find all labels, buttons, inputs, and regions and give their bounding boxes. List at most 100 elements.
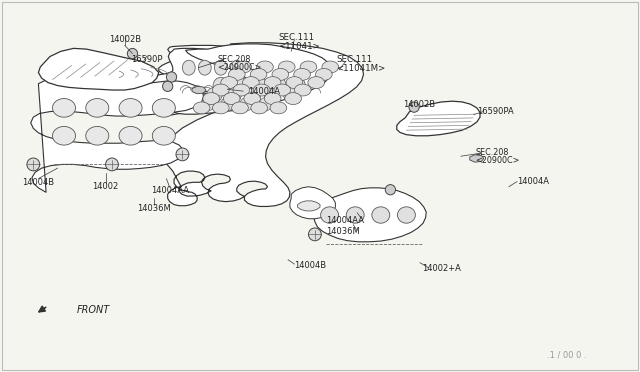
Text: 14004B: 14004B	[294, 261, 326, 270]
Polygon shape	[290, 187, 335, 219]
Ellipse shape	[285, 93, 301, 105]
Ellipse shape	[119, 99, 142, 117]
Circle shape	[127, 48, 138, 59]
Ellipse shape	[274, 84, 291, 96]
Text: SEC.208: SEC.208	[218, 55, 251, 64]
Ellipse shape	[321, 207, 339, 223]
Text: 14002+A: 14002+A	[422, 264, 461, 273]
Ellipse shape	[152, 99, 175, 117]
Text: 14004B: 14004B	[22, 178, 54, 187]
Ellipse shape	[240, 97, 253, 111]
Polygon shape	[314, 188, 426, 242]
Text: FRONT: FRONT	[77, 305, 110, 315]
Ellipse shape	[259, 97, 272, 111]
Text: 14004AA: 14004AA	[326, 216, 364, 225]
Circle shape	[106, 158, 118, 171]
Text: 14002B: 14002B	[109, 35, 141, 44]
Ellipse shape	[226, 87, 241, 102]
Ellipse shape	[223, 93, 240, 105]
Polygon shape	[192, 86, 206, 94]
Ellipse shape	[152, 126, 175, 145]
Polygon shape	[38, 48, 159, 90]
Ellipse shape	[213, 77, 228, 94]
Ellipse shape	[198, 60, 211, 75]
Ellipse shape	[397, 207, 415, 223]
Ellipse shape	[253, 84, 270, 96]
Ellipse shape	[193, 102, 210, 114]
Ellipse shape	[322, 61, 339, 73]
Ellipse shape	[203, 93, 220, 105]
Ellipse shape	[52, 126, 76, 145]
Polygon shape	[163, 43, 364, 206]
Ellipse shape	[300, 61, 317, 73]
Ellipse shape	[264, 87, 280, 102]
Ellipse shape	[244, 93, 260, 105]
Ellipse shape	[372, 207, 390, 223]
Ellipse shape	[278, 61, 295, 73]
Circle shape	[27, 158, 40, 171]
Text: <20900C>: <20900C>	[476, 156, 520, 165]
Text: .1 / 00 0 .: .1 / 00 0 .	[547, 351, 587, 360]
Polygon shape	[156, 45, 291, 116]
Ellipse shape	[212, 102, 229, 114]
Polygon shape	[168, 44, 332, 114]
Text: 14002: 14002	[92, 182, 119, 191]
Text: <11041>: <11041>	[278, 42, 320, 51]
Ellipse shape	[230, 60, 243, 75]
Ellipse shape	[250, 68, 267, 80]
Ellipse shape	[294, 68, 310, 80]
Text: 14004A: 14004A	[248, 87, 280, 96]
Circle shape	[385, 185, 396, 195]
Circle shape	[166, 72, 177, 82]
Ellipse shape	[294, 84, 311, 96]
Ellipse shape	[207, 87, 222, 102]
Text: <11041M>: <11041M>	[336, 64, 385, 73]
Circle shape	[308, 228, 321, 241]
Ellipse shape	[257, 61, 273, 73]
Polygon shape	[146, 48, 258, 94]
Ellipse shape	[221, 77, 237, 89]
Ellipse shape	[214, 60, 227, 75]
Ellipse shape	[86, 126, 109, 145]
Ellipse shape	[235, 61, 252, 73]
Text: 14004AA: 14004AA	[150, 186, 189, 195]
Ellipse shape	[202, 97, 214, 111]
Ellipse shape	[52, 99, 76, 117]
Text: 14036M: 14036M	[137, 204, 170, 213]
Ellipse shape	[233, 84, 250, 96]
Ellipse shape	[271, 77, 286, 94]
Circle shape	[163, 81, 173, 92]
Ellipse shape	[86, 99, 109, 117]
Text: 14004A: 14004A	[517, 177, 549, 186]
Ellipse shape	[228, 68, 245, 80]
Ellipse shape	[284, 87, 299, 102]
Ellipse shape	[251, 102, 268, 114]
Ellipse shape	[221, 97, 234, 111]
Ellipse shape	[264, 77, 281, 89]
Text: SEC.111: SEC.111	[336, 55, 372, 64]
Ellipse shape	[270, 102, 287, 114]
Text: 14002B: 14002B	[403, 100, 435, 109]
Ellipse shape	[232, 102, 248, 114]
Ellipse shape	[346, 207, 364, 223]
Ellipse shape	[272, 68, 289, 80]
Circle shape	[176, 148, 189, 161]
Ellipse shape	[264, 93, 281, 105]
Ellipse shape	[182, 60, 195, 75]
Text: <20900C>: <20900C>	[218, 63, 262, 72]
Text: 14036M: 14036M	[326, 227, 360, 236]
Ellipse shape	[243, 77, 259, 89]
Polygon shape	[470, 155, 484, 162]
Ellipse shape	[245, 87, 260, 102]
Polygon shape	[298, 201, 320, 211]
Circle shape	[409, 102, 419, 112]
Text: SEC.208: SEC.208	[476, 148, 509, 157]
Ellipse shape	[316, 68, 332, 80]
Ellipse shape	[232, 77, 248, 94]
Text: 16590PA: 16590PA	[477, 107, 513, 116]
Ellipse shape	[308, 77, 324, 89]
Ellipse shape	[252, 77, 267, 94]
Ellipse shape	[286, 77, 303, 89]
Ellipse shape	[290, 77, 305, 94]
Ellipse shape	[212, 84, 229, 96]
